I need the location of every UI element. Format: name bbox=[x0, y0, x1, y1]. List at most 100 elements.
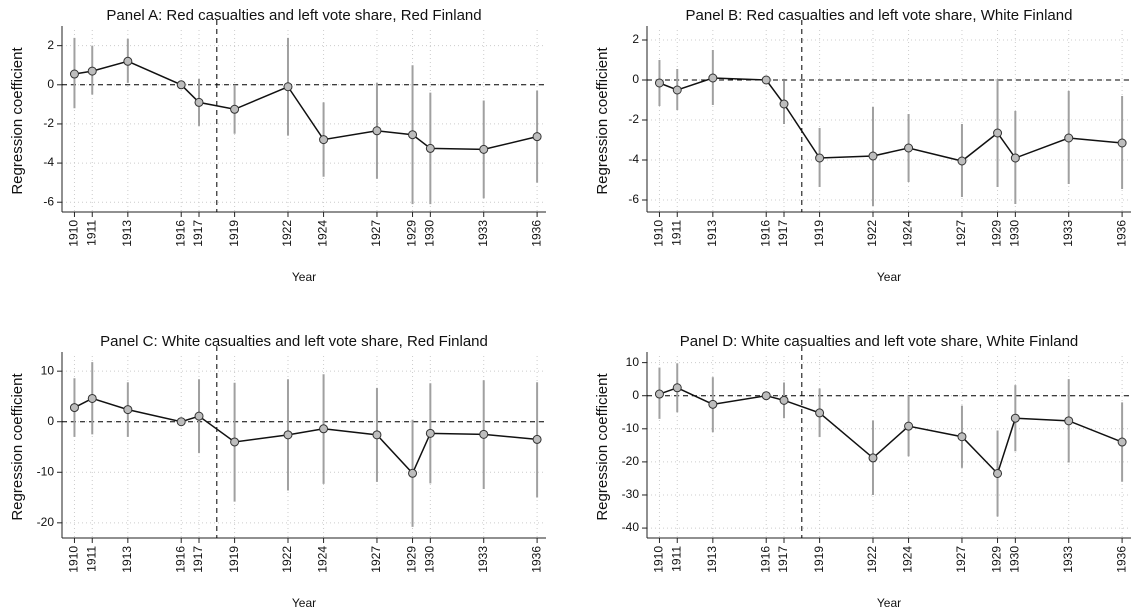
y-axis-label: Regression coefficient bbox=[9, 373, 26, 521]
marker bbox=[532, 132, 542, 142]
x-tick-label: 1933 bbox=[476, 546, 490, 573]
x-tick-label: 1936 bbox=[529, 546, 543, 573]
x-tick-label: 1919 bbox=[812, 546, 826, 573]
line bbox=[74, 397, 538, 475]
marker bbox=[815, 408, 825, 418]
marker bbox=[1064, 133, 1074, 143]
y-tick-label: -4 bbox=[628, 152, 639, 166]
marker bbox=[1010, 413, 1020, 423]
marker bbox=[408, 130, 418, 140]
y-tick-label: 10 bbox=[41, 363, 55, 377]
x-tick-label: 1916 bbox=[758, 220, 772, 247]
x-tick-label: 1930 bbox=[1008, 220, 1022, 247]
marker bbox=[654, 389, 664, 399]
marker bbox=[1117, 138, 1127, 148]
x-tick-label: 1917 bbox=[191, 546, 205, 573]
x-tick-label: 1930 bbox=[423, 546, 437, 573]
y-tick-label: 2 bbox=[47, 38, 54, 52]
marker bbox=[779, 99, 789, 109]
marker bbox=[87, 66, 97, 76]
chart-title: Panel C: White casualties and left vote … bbox=[100, 333, 488, 350]
y-tick-label: -6 bbox=[628, 192, 639, 206]
x-tick-label: 1910 bbox=[67, 546, 81, 573]
y-tick-label: -20 bbox=[622, 454, 640, 468]
marker bbox=[779, 395, 789, 405]
chart-title: Panel D: White casualties and left vote … bbox=[680, 333, 1079, 350]
y-tick-label: 10 bbox=[626, 355, 640, 369]
x-tick-label: 1917 bbox=[776, 220, 790, 247]
x-tick-label: 1929 bbox=[405, 220, 419, 247]
marker bbox=[1010, 153, 1020, 163]
y-axis-label: Regression coefficient bbox=[9, 47, 26, 195]
marker bbox=[957, 156, 967, 166]
marker bbox=[479, 144, 489, 154]
marker bbox=[815, 153, 825, 163]
marker bbox=[654, 78, 664, 88]
x-axis-label: Year bbox=[292, 596, 316, 610]
x-axis-label: Year bbox=[877, 596, 901, 610]
line bbox=[659, 386, 1123, 475]
marker bbox=[708, 73, 718, 83]
x-tick-label: 1917 bbox=[776, 546, 790, 573]
marker bbox=[230, 104, 240, 114]
y-tick-label: -30 bbox=[622, 487, 640, 501]
marker bbox=[957, 432, 967, 442]
marker bbox=[283, 82, 293, 92]
x-tick-label: 1924 bbox=[316, 220, 330, 247]
marker bbox=[479, 429, 489, 439]
x-tick-label: 1916 bbox=[758, 546, 772, 573]
chart-title: Panel A: Red casualties and left vote sh… bbox=[106, 7, 481, 24]
x-tick-label: 1910 bbox=[652, 220, 666, 247]
line bbox=[659, 77, 1123, 162]
y-tick-label: -2 bbox=[43, 116, 54, 130]
x-tick-label: 1927 bbox=[954, 546, 968, 573]
x-tick-label: 1910 bbox=[652, 546, 666, 573]
panel: -6 -4 -2 0 2 1910 1911 1913 1916 1917 1919 1922 1924… bbox=[594, 7, 1131, 284]
y-tick-label: 0 bbox=[632, 388, 639, 402]
x-tick-label: 1927 bbox=[369, 546, 383, 573]
marker bbox=[868, 453, 878, 463]
x-tick-label: 1916 bbox=[173, 220, 187, 247]
marker bbox=[532, 434, 542, 444]
marker bbox=[123, 56, 133, 66]
marker bbox=[176, 80, 186, 90]
y-tick-label: -2 bbox=[628, 112, 639, 126]
x-tick-label: 1922 bbox=[865, 546, 879, 573]
x-tick-label: 1924 bbox=[901, 220, 915, 247]
x-tick-label: 1927 bbox=[954, 220, 968, 247]
marker bbox=[194, 97, 204, 107]
marker bbox=[372, 126, 382, 136]
x-axis-label: Year bbox=[877, 270, 901, 284]
marker bbox=[425, 428, 435, 438]
x-tick-label: 1913 bbox=[705, 220, 719, 247]
x-tick-label: 1924 bbox=[316, 546, 330, 573]
y-tick-label: 0 bbox=[47, 77, 54, 91]
x-tick-label: 1930 bbox=[1008, 546, 1022, 573]
marker bbox=[69, 69, 79, 79]
marker bbox=[761, 75, 771, 85]
marker bbox=[993, 468, 1003, 478]
x-tick-label: 1933 bbox=[1061, 546, 1075, 573]
x-tick-label: 1924 bbox=[901, 546, 915, 573]
x-tick-label: 1919 bbox=[812, 220, 826, 247]
x-tick-label: 1911 bbox=[669, 546, 683, 572]
y-tick-label: 0 bbox=[632, 72, 639, 86]
x-tick-label: 1936 bbox=[529, 220, 543, 247]
marker bbox=[425, 143, 435, 153]
x-tick-label: 1933 bbox=[476, 220, 490, 247]
marker bbox=[993, 128, 1003, 138]
y-tick-label: -6 bbox=[43, 194, 54, 208]
marker bbox=[868, 151, 878, 161]
panel: -6 -4 -2 0 2 1910 1911 1913 1916 1917 1919 1922 1924… bbox=[9, 7, 546, 284]
x-tick-label: 1917 bbox=[191, 220, 205, 247]
marker bbox=[319, 424, 329, 434]
x-tick-label: 1936 bbox=[1114, 546, 1128, 573]
marker bbox=[283, 430, 293, 440]
marker bbox=[1117, 437, 1127, 447]
panel: -40 -30 -20 -10 0 10 1910 1911 1913 1916 1917 1919 1… bbox=[594, 333, 1131, 610]
x-tick-label: 1933 bbox=[1061, 220, 1075, 247]
x-tick-label: 1919 bbox=[227, 546, 241, 573]
marker bbox=[319, 135, 329, 145]
marker bbox=[408, 468, 418, 478]
